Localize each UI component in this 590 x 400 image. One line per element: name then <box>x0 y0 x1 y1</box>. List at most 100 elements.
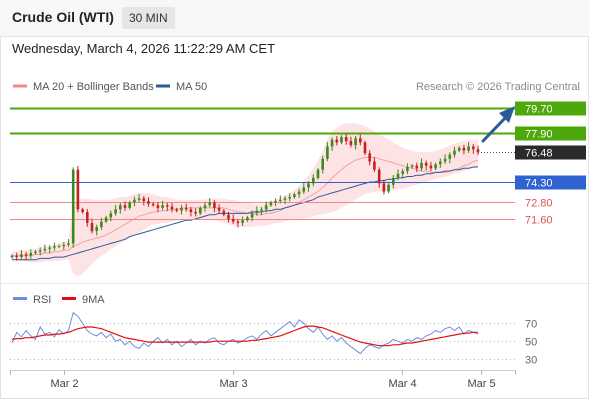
candle-up <box>48 247 51 249</box>
legend-swatch-ma20 <box>13 84 27 88</box>
candle-down <box>175 209 178 211</box>
candle-up <box>161 205 164 208</box>
candle-up <box>307 183 310 188</box>
candle-down <box>142 198 146 202</box>
rsi-legend: RSI 9MA <box>13 294 105 306</box>
candle-down <box>86 212 89 223</box>
candle-up <box>264 205 268 210</box>
candle-up <box>71 169 75 244</box>
candle-down <box>166 205 169 207</box>
candle-up <box>246 217 249 221</box>
candle-up <box>302 187 306 192</box>
x-tick-label: Mar 3 <box>219 378 247 390</box>
candle-down <box>151 203 155 206</box>
candle-up <box>203 205 207 208</box>
rsi-tick-70: 70 <box>525 319 537 331</box>
level-tag-79.70 <box>515 101 586 116</box>
candle-down <box>344 137 348 142</box>
candle-up <box>439 161 442 165</box>
candle-up <box>321 158 324 170</box>
candle-up <box>260 209 263 211</box>
candle-up <box>114 209 117 214</box>
candle-down <box>213 202 216 208</box>
candle-up <box>453 150 456 155</box>
legend-ma20: MA 20 + Bollinger Bands <box>33 81 154 93</box>
candle-up <box>293 194 296 197</box>
candle-up <box>279 199 282 202</box>
candle-down <box>424 162 428 166</box>
candle-down <box>472 146 475 150</box>
x-axis: Mar 2 Mar 3 Mar 4 Mar 5 <box>10 370 516 390</box>
candle-up <box>137 198 141 200</box>
candle-down <box>359 138 362 143</box>
candle-up <box>420 162 423 169</box>
candle-down <box>236 221 240 223</box>
candle-up <box>274 201 277 203</box>
candle-down <box>429 165 433 169</box>
level-label-79.70: 79.70 <box>525 104 553 116</box>
legend-ma50: MA 50 <box>176 81 207 93</box>
candle-up <box>401 171 404 174</box>
price-legend: MA 20 + Bollinger Bands MA 50 <box>13 81 207 93</box>
candle-up <box>448 154 452 159</box>
level-label-77.90: 77.90 <box>525 129 553 141</box>
level-tag-74.30 <box>515 175 586 190</box>
rsi-line <box>11 311 479 355</box>
last-price-tag <box>515 145 586 160</box>
candles-layer <box>10 133 480 261</box>
datetime-label: Wednesday, March 4, 2026 11:22:29 AM CET <box>12 41 276 56</box>
level-labels-layer: 79.70 77.90 74.30 72.80 71.60 76.48 <box>481 101 586 227</box>
level-label-72.80: 72.80 <box>525 198 553 210</box>
candle-up <box>443 158 447 162</box>
candle-down <box>15 255 18 258</box>
candle-up <box>119 205 122 210</box>
candle-down <box>147 201 150 204</box>
legend-swatch-ma50 <box>156 84 170 88</box>
candle-up <box>133 199 136 203</box>
candle-up <box>283 198 287 200</box>
candle-down <box>231 218 235 222</box>
candle-down <box>184 207 188 210</box>
rsi-tick-50: 50 <box>525 337 537 349</box>
candle-up <box>250 213 254 218</box>
candle-up <box>434 164 437 169</box>
candle-up <box>387 184 390 192</box>
candle-up <box>53 246 56 248</box>
candle-up <box>57 246 61 248</box>
candle-up <box>62 244 66 247</box>
header-bar: Crude Oil (WTI) 30 MIN <box>0 0 589 37</box>
candle-down <box>377 169 381 184</box>
ma50-line <box>12 166 478 261</box>
candle-up <box>392 177 395 185</box>
candle-down <box>170 206 174 210</box>
candle-up <box>208 202 211 206</box>
level-tag-77.90 <box>515 126 586 141</box>
candle-up <box>316 169 320 178</box>
candle-down <box>476 149 480 153</box>
level-label-71.60: 71.60 <box>525 215 553 227</box>
candle-up <box>10 255 14 258</box>
candle-up <box>312 177 315 184</box>
forecast-arrow-shaft <box>481 113 510 143</box>
candle-up <box>38 250 42 252</box>
candle-up <box>199 207 202 214</box>
candle-up <box>330 139 334 147</box>
candle-up <box>43 248 47 251</box>
candle-down <box>382 183 386 192</box>
candle-up <box>29 253 33 256</box>
candle-down <box>227 214 230 219</box>
interval-button[interactable]: 30 MIN <box>122 7 175 29</box>
candle-down <box>76 169 80 210</box>
candle-down <box>415 165 419 169</box>
rsi-layer: 70 50 30 <box>10 311 537 367</box>
candle-down <box>194 212 197 214</box>
legend-rsi: RSI <box>33 294 51 306</box>
candle-up <box>34 251 37 253</box>
candle-up <box>288 197 291 199</box>
candle-up <box>109 213 113 218</box>
ma20-line <box>12 156 479 257</box>
credit-text: Research © 2026 Trading Central <box>416 81 580 93</box>
candle-down <box>217 207 221 211</box>
candle-up <box>354 138 357 146</box>
candle-down <box>368 153 371 162</box>
